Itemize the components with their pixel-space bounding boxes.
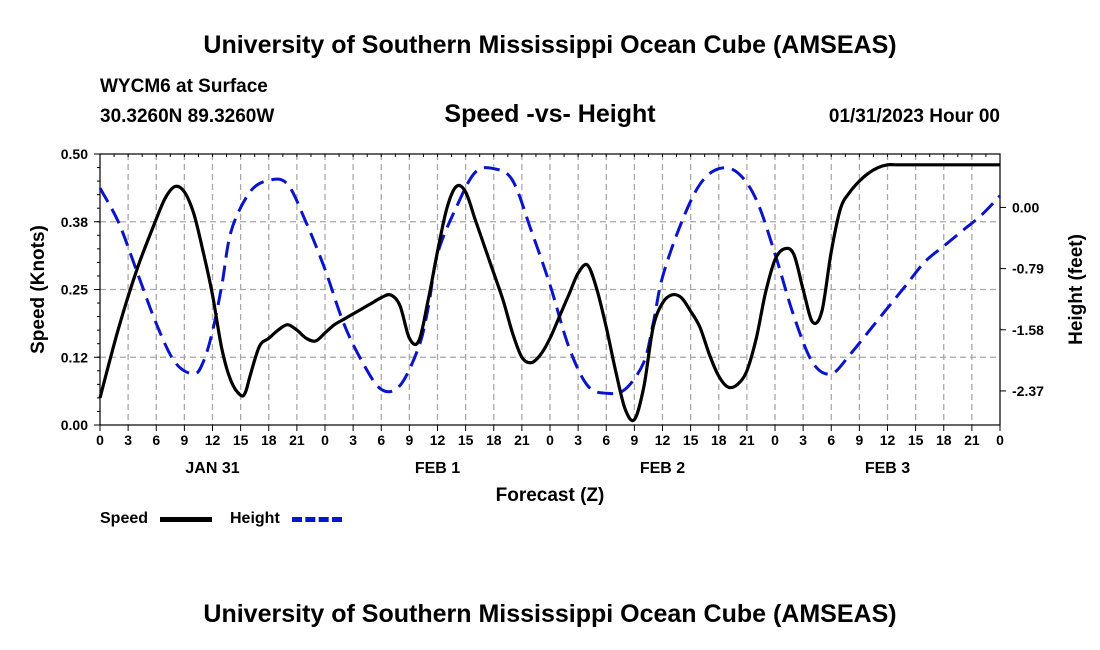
x-tick-label: 3	[124, 432, 132, 448]
legend-height-line	[292, 517, 342, 522]
forecast-datetime: 01/31/2023 Hour 00	[828, 106, 1000, 127]
y-right-tick-label: -0.79	[1012, 261, 1044, 277]
x-tick-label: 6	[602, 432, 610, 448]
x-tick-label: 6	[377, 432, 385, 448]
legend-height-label: Height	[230, 510, 280, 527]
x-tick-label: 21	[289, 432, 305, 448]
x-tick-label: 9	[180, 432, 188, 448]
x-tick-label: 15	[233, 432, 249, 448]
chart-title-bottom: University of Southern Mississippi Ocean…	[203, 600, 897, 628]
x-tick-label: 15	[683, 432, 699, 448]
y-left-tick-label: 0.00	[61, 417, 88, 433]
x-tick-label: 9	[630, 432, 638, 448]
legend-speed-label: Speed	[100, 510, 149, 527]
x-day-label: FEB 1	[415, 460, 460, 477]
y-left-tick-label: 0.25	[61, 282, 88, 298]
height-series-line	[98, 166, 1002, 396]
y-left-axis-label: Speed (Knots)	[28, 225, 49, 354]
x-tick-label: 3	[574, 432, 582, 448]
x-tick-label: 12	[655, 432, 671, 448]
x-tick-label: 18	[486, 432, 502, 448]
y-right-tick-label: -2.37	[1012, 383, 1044, 399]
y-right-axis-label: Height (feet)	[1066, 234, 1087, 345]
x-tick-label: 12	[430, 432, 446, 448]
x-tick-label: 0	[96, 432, 104, 448]
x-axis-label: Forecast (Z)	[496, 485, 605, 506]
x-tick-label: 12	[880, 432, 896, 448]
legend-speed-line	[160, 517, 212, 522]
x-tick-label: 21	[964, 432, 980, 448]
x-tick-label: 0	[996, 432, 1004, 448]
speed-series-line	[98, 163, 1000, 423]
x-day-label: JAN 31	[185, 460, 239, 477]
y-left-tick-label: 0.38	[61, 214, 88, 230]
x-tick-label: 18	[261, 432, 277, 448]
x-tick-label: 18	[936, 432, 952, 448]
x-tick-label: 15	[908, 432, 924, 448]
x-tick-label: 12	[205, 432, 221, 448]
x-tick-label: 9	[405, 432, 413, 448]
coordinates-label: 30.3260N 89.3260W	[100, 106, 275, 127]
x-day-label: FEB 2	[640, 460, 685, 477]
x-tick-label: 6	[827, 432, 835, 448]
x-tick-label: 15	[458, 432, 474, 448]
y-right-tick-label: 0.00	[1012, 199, 1039, 215]
station-label: WYCM6 at Surface	[100, 76, 268, 97]
y-left-tick-label: 0.12	[61, 349, 88, 365]
x-tick-label: 21	[514, 432, 530, 448]
y-left-tick-label: 0.50	[61, 146, 88, 162]
chart-title: University of Southern Mississippi Ocean…	[203, 31, 897, 59]
x-tick-label: 0	[321, 432, 329, 448]
x-tick-label: 6	[152, 432, 160, 448]
x-tick-label: 3	[349, 432, 357, 448]
x-tick-label: 3	[799, 432, 807, 448]
x-day-label: FEB 3	[865, 460, 910, 477]
x-tick-label: 21	[739, 432, 755, 448]
y-right-tick-label: -1.58	[1012, 322, 1044, 338]
x-tick-label: 9	[855, 432, 863, 448]
x-tick-label: 0	[546, 432, 554, 448]
chart-subtitle: Speed -vs- Height	[444, 100, 656, 128]
x-tick-label: 18	[711, 432, 727, 448]
x-tick-label: 0	[771, 432, 779, 448]
